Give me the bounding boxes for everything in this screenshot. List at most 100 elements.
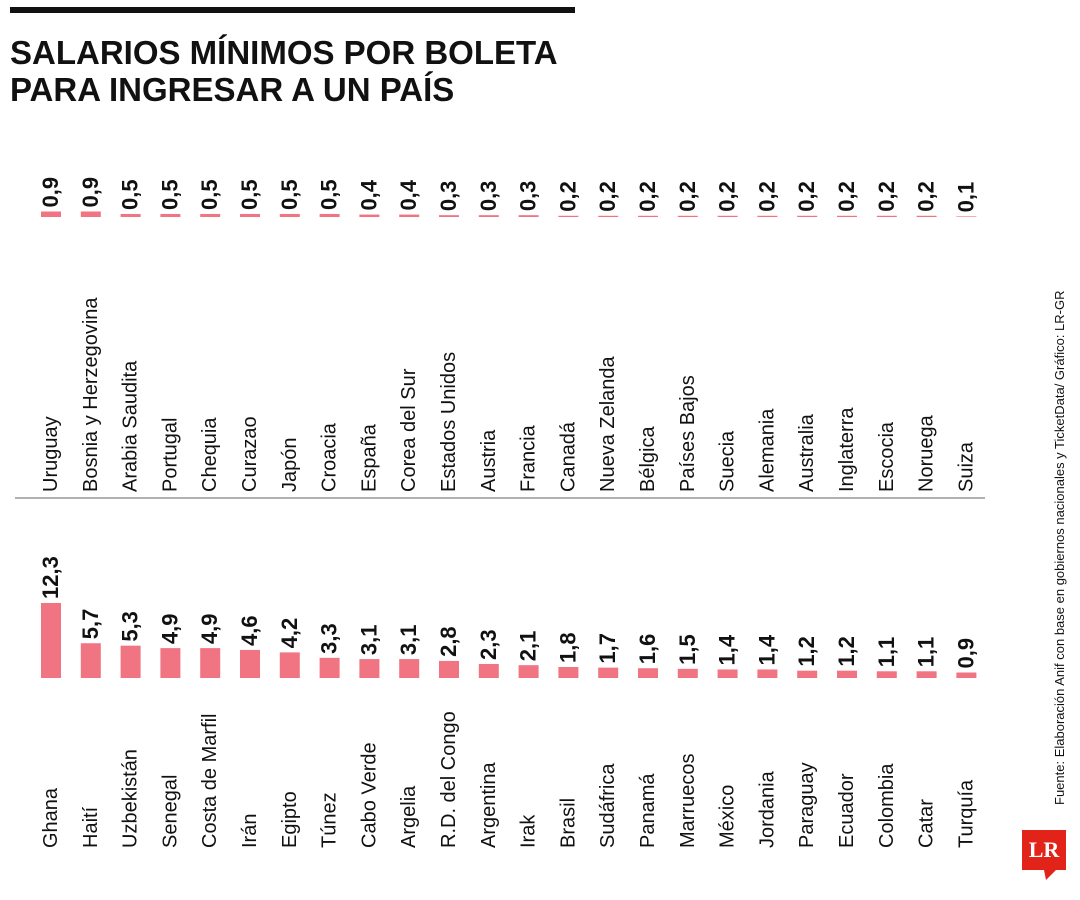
- bar: [916, 215, 937, 217]
- category-label: Ecuador: [836, 773, 858, 848]
- bar: [439, 660, 459, 678]
- bar: [717, 669, 738, 678]
- value-label: 1,5: [675, 634, 700, 665]
- bar: [558, 667, 579, 678]
- category-label: Inglaterra: [836, 407, 858, 492]
- bar: [279, 652, 300, 678]
- logo-tail: [1044, 870, 1056, 880]
- category-label: Austria: [478, 429, 500, 492]
- category-label: Arabia Saudita: [120, 360, 142, 492]
- category-label: Sudáfrica: [597, 763, 619, 848]
- value-label: 0,2: [874, 181, 899, 212]
- category-label: Egipto: [279, 791, 301, 848]
- value-label: 2,3: [476, 629, 501, 660]
- category-label: Colombia: [876, 763, 898, 848]
- category-label: Nueva Zelanda: [597, 355, 619, 492]
- category-label: Catar: [916, 799, 938, 848]
- value-label: 0,9: [38, 177, 63, 208]
- bar: [677, 668, 698, 678]
- category-label: México: [717, 785, 739, 848]
- bar: [240, 213, 260, 217]
- value-label: 0,9: [953, 638, 978, 669]
- category-label: Irán: [239, 814, 261, 848]
- value-label: 0,5: [197, 179, 222, 210]
- bar: [797, 670, 818, 678]
- value-label: 0,2: [834, 181, 859, 212]
- bar: [757, 669, 778, 678]
- value-label: 0,1: [953, 182, 978, 213]
- category-label: Bosnia y Herzegovina: [80, 297, 102, 492]
- logo: LR: [1029, 837, 1061, 862]
- value-label: 1,2: [794, 636, 819, 667]
- value-label: 3,1: [356, 624, 381, 655]
- value-label: 0,2: [914, 181, 939, 212]
- value-label: 1,1: [914, 637, 939, 668]
- bar: [518, 665, 539, 678]
- category-label: Turquía: [955, 779, 977, 848]
- value-label: 0,5: [317, 179, 342, 210]
- bar: [876, 215, 897, 217]
- bar: [757, 215, 778, 217]
- value-label: 0,2: [675, 181, 700, 212]
- value-label: 2,8: [436, 626, 461, 657]
- value-label: 0,2: [595, 181, 620, 212]
- category-label: Corea del Sur: [398, 368, 420, 492]
- value-label: 0,3: [436, 181, 461, 212]
- value-label: 2,1: [516, 631, 541, 662]
- category-label: Ghana: [40, 787, 62, 848]
- category-label: Panamá: [637, 773, 659, 848]
- title-line: SALARIOS MÍNIMOS POR BOLETA: [10, 34, 558, 71]
- category-label: Marruecos: [677, 754, 699, 848]
- bar: [439, 215, 459, 217]
- value-label: 5,3: [118, 611, 143, 642]
- bar: [916, 671, 937, 678]
- bar: [120, 213, 141, 217]
- value-label: 0,2: [754, 181, 779, 212]
- value-label: 4,9: [197, 614, 222, 645]
- value-label: 1,4: [715, 634, 740, 665]
- category-label: Bélgica: [637, 426, 659, 492]
- bar: [956, 216, 977, 217]
- value-label: 0,9: [78, 177, 103, 208]
- bar: [677, 215, 698, 217]
- value-label: 0,5: [237, 179, 262, 210]
- bar: [319, 657, 340, 678]
- category-label: Uruguay: [40, 416, 62, 492]
- bar: [598, 215, 619, 217]
- category-label: Brasil: [557, 798, 579, 848]
- bar: [797, 215, 818, 217]
- bar: [478, 663, 499, 678]
- category-label: Cabo Verde: [358, 742, 380, 848]
- value-label: 0,5: [118, 179, 143, 210]
- bar: [598, 667, 619, 678]
- value-label: 0,5: [157, 179, 182, 210]
- bar: [478, 215, 499, 217]
- bar: [717, 215, 738, 217]
- bar: [399, 659, 420, 678]
- value-label: 12,3: [38, 556, 63, 599]
- category-label: Japón: [279, 438, 301, 493]
- bar: [399, 214, 420, 217]
- value-label: 0,2: [635, 181, 660, 212]
- value-label: 0,2: [794, 181, 819, 212]
- bar: [120, 645, 141, 678]
- value-label: 0,4: [396, 179, 421, 210]
- bar: [359, 214, 380, 217]
- value-label: 1,7: [595, 633, 620, 664]
- category-label: Costa de Marfil: [199, 714, 221, 849]
- source: Fuente: Elaboración Anif con base en gob…: [1052, 290, 1067, 805]
- category-label: Curazao: [239, 416, 261, 492]
- value-label: 1,8: [555, 632, 580, 663]
- bar: [240, 649, 260, 678]
- category-label: Jordania: [756, 770, 778, 848]
- value-label: 0,3: [476, 181, 501, 212]
- bar: [638, 215, 658, 217]
- category-label: Canadá: [557, 421, 579, 492]
- category-label: Senegal: [159, 775, 181, 848]
- category-label: Escocia: [876, 421, 898, 492]
- bar: [518, 215, 539, 217]
- value-label: 3,3: [317, 623, 342, 654]
- value-label: 0,2: [555, 181, 580, 212]
- bar: [160, 213, 181, 217]
